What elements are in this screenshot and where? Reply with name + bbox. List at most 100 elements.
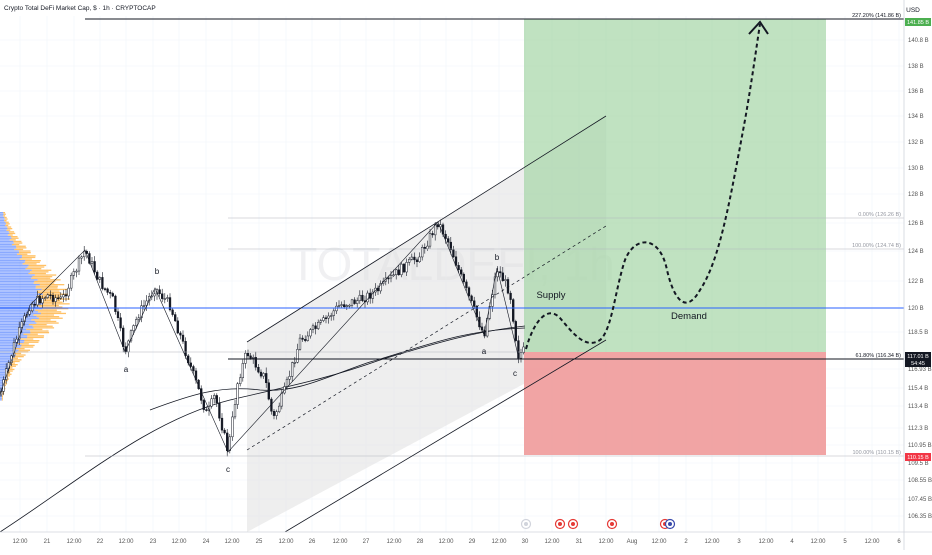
y-tick-label: 128 B [908,192,924,198]
profile-bar-blue [0,295,38,297]
profile-bar-blue [0,301,39,303]
profile-bar-orange [37,300,60,302]
projection-path[interactable] [525,23,761,350]
candle-body [158,289,161,295]
price-badge-label: 117.01 B [907,354,929,360]
profile-bar-orange [37,279,61,281]
price-axis[interactable]: 140.8 B 138 B 136 B 134 B 132 B 130 B 128 B 126… [908,38,932,520]
level-label: 61.80% (116.34 B) [856,353,902,359]
candle-body [111,293,114,297]
x-tick-label: 24 [203,539,210,545]
profile-bar-blue [0,316,37,318]
profile-bar-orange [25,260,41,262]
x-tick-label: 5 [843,539,847,545]
profile-bar-orange [16,253,28,255]
profile-bar-blue [0,365,10,367]
y-tick-label: 122 B [908,279,924,285]
y-tick-label: 110.95 B [908,443,932,449]
candle-body [509,292,512,300]
profile-bar-blue [0,320,35,323]
drawings-layer [0,20,769,532]
profile-bar-blue [0,280,35,283]
profile-bar-blue [0,346,21,348]
profile-bar-blue [0,312,41,315]
candle-body [116,311,120,319]
profile-bar-blue [0,229,7,231]
channel-upper-line[interactable] [246,115,607,343]
candle-body [142,305,146,307]
profile-bar-blue [0,344,22,347]
candle-body [228,436,231,451]
candle-body [114,295,117,312]
channel-mid-line[interactable] [246,225,607,451]
profile-bar-orange [27,266,45,268]
candle-body [12,342,16,357]
candle-body [298,337,302,350]
candle-body [491,294,494,307]
profile-bar-blue [0,260,26,262]
candle-body [202,400,205,410]
profile-bar-blue [0,221,6,223]
level-label: 100.00% (110.15 B) [852,450,901,456]
profile-bar-blue [0,360,13,363]
profit-zone[interactable] [524,19,826,352]
profile-bar-blue [0,319,32,321]
profile-bar-orange [37,311,62,313]
profile-bar-blue [0,237,12,239]
candle-body [452,249,455,258]
candle-body [431,233,434,236]
profile-bar-blue [0,352,14,355]
profile-bar-orange [24,340,40,342]
x-tick-label: 28 [417,539,424,545]
profile-bar-orange [27,335,45,337]
profile-bar-blue [0,322,37,324]
candle-body [379,283,382,292]
profile-bar-blue [0,303,44,305]
candle-body [122,327,125,347]
event-marker-dot [610,522,614,526]
profile-bar-blue [0,250,19,252]
candle-body [465,281,468,288]
loss-zone[interactable] [524,352,826,455]
profile-bar-orange [7,370,13,372]
profile-bar-blue [0,332,31,334]
channel-lower-line[interactable] [284,339,607,532]
profile-bar-blue [0,325,33,327]
candle-body [410,256,413,260]
candle-body [41,298,44,304]
candle-body [311,325,315,330]
moving-average-short [149,327,526,411]
profile-bar-orange [37,292,61,294]
profile-bar-blue [0,309,36,311]
profile-bar-orange [1,396,3,398]
event-marker-dot [571,522,575,526]
candle-body [215,395,218,404]
profile-bar-blue [0,370,8,372]
profile-bar-orange [3,212,6,214]
time-axis[interactable]: 12:00 21 12:00 22 12:00 23 12:00 24 12:00 25 12:00… [12,539,901,545]
candle-body [317,321,320,329]
profile-bar-blue [0,308,43,310]
candle-body [272,410,276,416]
candle-body [28,310,31,315]
profile-bar-orange [36,322,59,324]
y-tick-label: 109.5 B [908,461,929,467]
candle-body [330,315,333,317]
profile-bar-orange [3,381,7,383]
candle-body [457,265,460,271]
candle-body [395,269,398,276]
candle-body [129,330,133,342]
candle-body [80,256,83,259]
candle-body [36,296,39,306]
candle-body [262,373,265,377]
candle-body [426,245,429,250]
profile-bar-orange [24,261,40,263]
currency-label[interactable]: USD [906,7,920,14]
profile-bar-blue [0,380,5,382]
candle-body [517,340,520,359]
profile-bar-blue [0,264,29,267]
x-tick-label: 12:00 [224,539,240,545]
candle-body [353,299,356,304]
x-tick-label: 26 [309,539,316,545]
